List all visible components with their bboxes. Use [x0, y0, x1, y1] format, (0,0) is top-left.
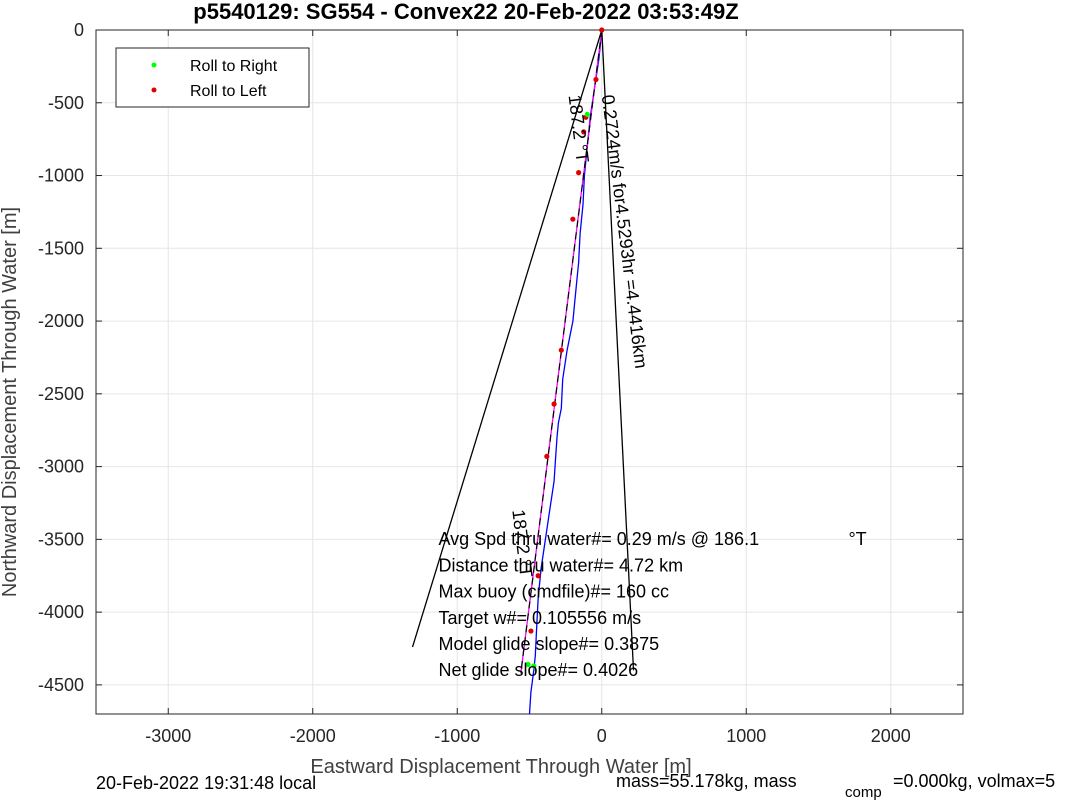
y-tick-label: -2500: [38, 384, 84, 404]
x-tick-label: 0: [597, 726, 607, 746]
annotation-3: Target w#= 0.105556 m/s: [438, 608, 641, 628]
footer-local-time: 20-Feb-2022 19:31:48 local: [96, 773, 316, 793]
y-tick-label: -4000: [38, 602, 84, 622]
x-axis-label: Eastward Displacement Through Water [m]: [310, 756, 691, 778]
annotation-5: Net glide slope#= 0.4026: [438, 660, 638, 680]
roll-left-point: [544, 453, 550, 460]
y-tick-label: -3500: [38, 529, 84, 549]
roll-left-point: [558, 347, 564, 353]
roll-left-point: [528, 628, 534, 634]
annotation-unit: °T: [848, 529, 866, 549]
roll-left-point: [581, 129, 587, 135]
annotation-2: Max buoy (cmdfile)#= 160 cc: [438, 582, 669, 602]
legend-label-roll-right: Roll to Right: [190, 58, 278, 75]
x-tick-label: 1000: [726, 726, 766, 746]
footer-mass-comp-subscript: comp: [845, 784, 882, 801]
annotations: Avg Spd thru water#= 0.29 m/s @ 186.1 °T D…: [438, 529, 866, 680]
roll-left-point: [593, 76, 599, 83]
roll-right-point: [525, 661, 531, 668]
y-tick-label: 0: [74, 20, 84, 40]
annotation-4: Model glide slope#= 0.3875: [438, 634, 659, 654]
rotated-label-0: 0.2724m/s for4.5293hr =4.4416km: [598, 94, 651, 370]
legend: Roll to Right Roll to Left: [115, 47, 310, 108]
y-tick-label: -3000: [38, 457, 84, 477]
footer-volmax: =0.000kg, volmax=5: [893, 771, 1055, 791]
y-tick-label: -1000: [38, 166, 84, 186]
roll-right-point: [584, 111, 590, 118]
x-tick-label: -1000: [434, 726, 480, 746]
points-group: [525, 27, 605, 669]
rotated-label-1: 187.2 °T: [565, 94, 593, 164]
roll-right-point: [531, 663, 537, 669]
footer-mass: mass=55.178kg, mass: [616, 771, 797, 791]
legend-box: [115, 47, 310, 108]
x-tick-label: -2000: [290, 726, 336, 746]
annotation-0: Avg Spd thru water#= 0.29 m/s @ 186.1: [438, 529, 759, 549]
y-tick-label: -4500: [38, 675, 84, 695]
roll-left-point: [551, 401, 557, 407]
annotation-1: Distance thru water#= 4.72 km: [438, 555, 683, 575]
roll-left-point: [535, 573, 541, 579]
roll-left-point: [599, 27, 605, 33]
y-tick-label: -1500: [38, 238, 84, 258]
x-tick-label: 2000: [871, 726, 911, 746]
series-line-3: [601, 29, 635, 671]
x-tick-label: -3000: [145, 726, 191, 746]
y-axis-label: Northward Displacement Through Water [m]: [0, 207, 21, 597]
y-tick-label: -500: [48, 93, 84, 113]
legend-marker-roll-left: [151, 87, 157, 93]
roll-left-point: [570, 216, 576, 222]
ticks: -3000 -2000 -1000 0 1000 2000 0 -500 -1000 -1500 -…: [38, 20, 963, 746]
grid: [96, 29, 963, 714]
chart-title: p5540129: SG554 - Convex22 20-Feb-2022 0…: [193, 0, 738, 24]
legend-marker-roll-right: [151, 62, 157, 68]
y-tick-label: -2000: [38, 311, 84, 331]
series-line-2: [411, 29, 603, 648]
roll-left-point: [576, 170, 582, 176]
legend-label-roll-left: Roll to Left: [190, 83, 267, 100]
